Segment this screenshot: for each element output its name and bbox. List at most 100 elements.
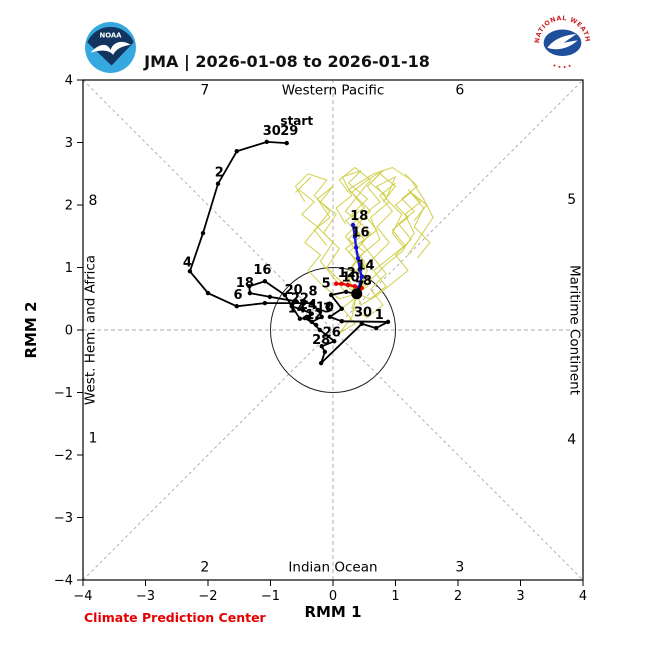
day-label: 8 xyxy=(308,285,317,300)
forecast-point xyxy=(352,284,358,289)
y-tick-label: −3 xyxy=(54,511,73,526)
observed-point xyxy=(262,279,268,284)
phase-number-label: 8 xyxy=(89,193,98,209)
x-tick-label: −3 xyxy=(136,589,155,604)
observed-point xyxy=(247,290,253,296)
observed-point xyxy=(309,319,314,325)
x-tick-label: −4 xyxy=(73,589,92,604)
observed-point xyxy=(284,140,289,146)
forecast-day-label: 18 xyxy=(350,209,368,224)
diagonal-guide xyxy=(82,79,584,581)
nws-logo: NATIONAL WEATHER SERVICE • • • • xyxy=(531,10,594,73)
forecast-day-label: 16 xyxy=(351,225,369,240)
phase-number-label: 7 xyxy=(200,82,209,98)
ensemble-track xyxy=(295,176,357,300)
diagonal-guide xyxy=(82,79,584,581)
observed-point xyxy=(297,316,303,321)
start-label: start xyxy=(280,114,313,128)
day-label: 14 xyxy=(288,302,306,317)
observed-point xyxy=(317,327,323,333)
day-label: 30 xyxy=(354,305,372,320)
nws-logo-dots: • • • • xyxy=(551,63,572,71)
day-label: 10 xyxy=(316,300,334,315)
ensemble-track xyxy=(344,166,434,294)
observed-path xyxy=(188,140,389,364)
y-tick-label: −4 xyxy=(54,574,73,589)
forecast-point xyxy=(339,281,344,286)
forecast-point xyxy=(353,245,359,250)
region-label: Indian Ocean xyxy=(288,559,377,575)
x-tick-label: 2 xyxy=(454,589,462,604)
y-tick-label: 3 xyxy=(65,136,73,151)
observed-point xyxy=(289,304,294,309)
day-label: 28 xyxy=(312,333,330,348)
observed-point xyxy=(234,304,239,309)
day-label: 1 xyxy=(375,308,384,323)
ensemble-track xyxy=(356,191,428,300)
observed-point xyxy=(343,289,349,295)
forecast-day-label: 14 xyxy=(356,258,374,273)
observed-point xyxy=(304,314,309,320)
day-label: 7 xyxy=(355,280,364,295)
y-tick-label: 1 xyxy=(65,261,73,276)
observed-point xyxy=(282,292,288,298)
observed-point xyxy=(264,139,269,145)
x-tick-label: 1 xyxy=(391,589,399,604)
chart-title: JMA | 2026-01-08 to 2026-01-18 xyxy=(144,52,430,71)
day-label: 4 xyxy=(183,255,192,270)
current-position-dot xyxy=(351,288,363,300)
x-tick-label: 4 xyxy=(579,589,587,604)
observed-point xyxy=(247,284,252,289)
ensemble-track xyxy=(356,173,397,295)
day-label: 29 xyxy=(280,124,298,139)
observed-point xyxy=(385,319,391,325)
observed-point xyxy=(309,311,314,316)
observed-point xyxy=(318,360,324,366)
observed-point xyxy=(262,300,268,306)
observed-point xyxy=(293,299,299,304)
observed-point xyxy=(309,300,314,306)
observed-point xyxy=(359,321,364,326)
y-tick-label: −1 xyxy=(54,386,73,401)
forecast-point xyxy=(350,222,356,228)
x-tick-label: 3 xyxy=(516,589,524,604)
ensemble-track xyxy=(338,166,372,295)
observed-point xyxy=(327,314,333,320)
observed-point xyxy=(300,307,306,313)
region-label: Western Pacific xyxy=(282,82,385,98)
ensemble-track xyxy=(356,189,431,295)
nws-logo-lightning-icon xyxy=(547,33,578,50)
axis-title-y: RMM 2 xyxy=(22,301,40,358)
observed-point xyxy=(234,149,239,154)
forecast-day-label: 12 xyxy=(338,266,356,281)
day-label: 6 xyxy=(233,288,242,303)
forecast-point xyxy=(355,255,361,261)
phase-number-label: 6 xyxy=(455,82,464,98)
noaa-logo-sky xyxy=(87,26,134,66)
observed-point xyxy=(205,290,211,296)
day-label: 2 xyxy=(215,165,224,180)
observed-point xyxy=(339,306,344,311)
observed-point xyxy=(200,230,206,236)
phase-number-label: 4 xyxy=(567,432,576,448)
phase-number-label: 2 xyxy=(200,559,209,575)
day-label: 22 xyxy=(291,292,309,307)
unit-circle xyxy=(270,267,396,393)
ensemble-track xyxy=(313,185,358,295)
y-tick-label: −2 xyxy=(54,449,73,464)
y-tick-label: 4 xyxy=(65,74,73,89)
forecast-point xyxy=(359,285,364,291)
observed-point xyxy=(328,292,334,298)
x-tick-label: 0 xyxy=(329,589,337,604)
forecast-point xyxy=(352,234,358,240)
day-label: 5 xyxy=(322,277,331,292)
forecast-day-label: 10 xyxy=(341,270,359,285)
day-label: 12 xyxy=(305,308,323,323)
day-label: 16 xyxy=(253,263,271,278)
observed-point xyxy=(332,339,337,344)
y-tick-label: 2 xyxy=(65,199,73,214)
day-label: 18 xyxy=(236,276,254,291)
observed-point xyxy=(339,319,344,324)
